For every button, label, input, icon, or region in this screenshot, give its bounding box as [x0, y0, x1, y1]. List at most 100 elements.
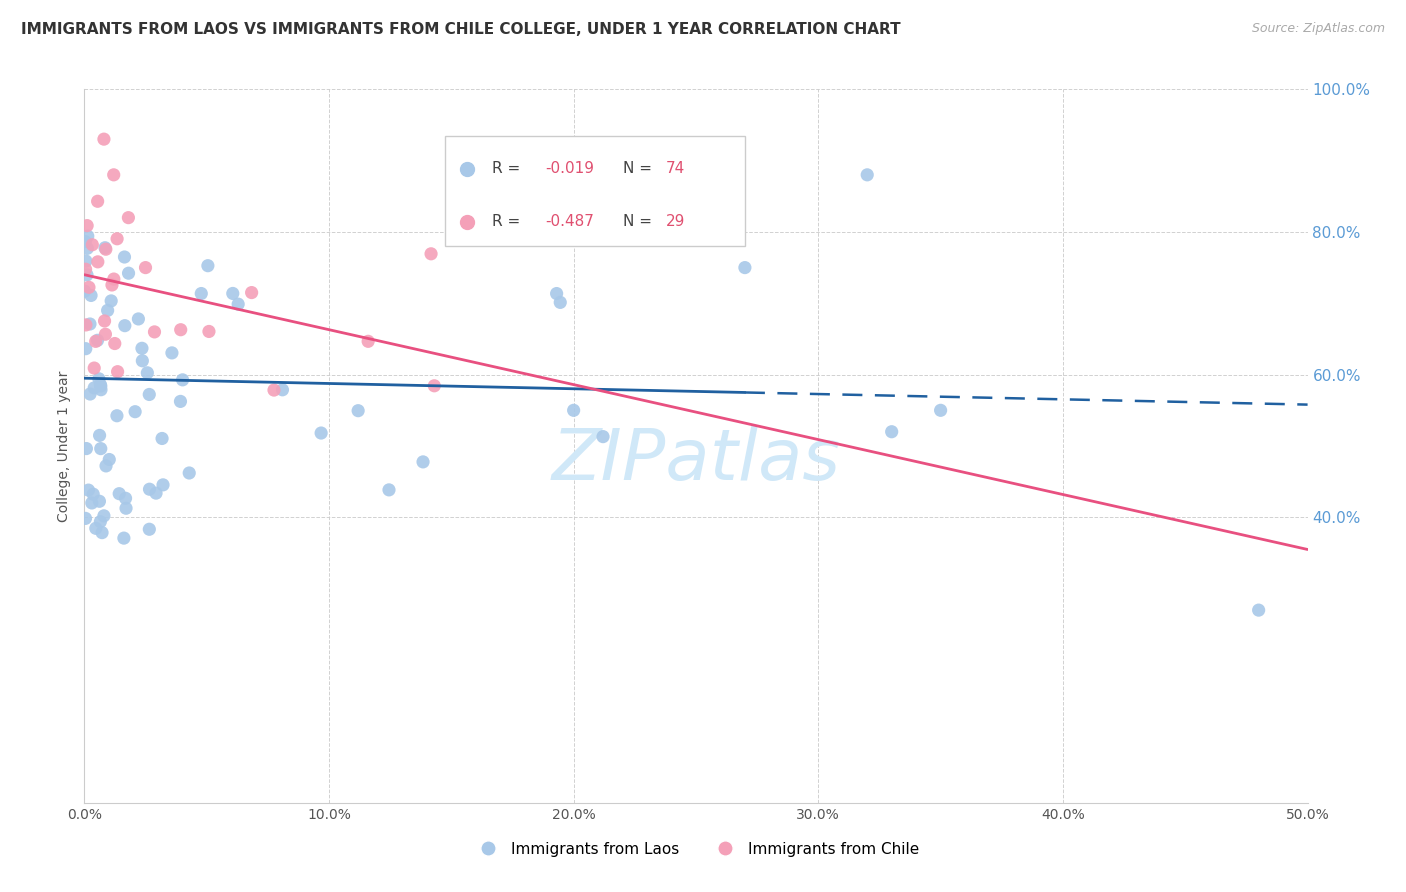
Point [198, 325, 221, 339]
Point [131, 341, 153, 355]
Point [86, 194, 108, 209]
Point [734, 260, 756, 275]
Point [105, 409, 128, 423]
Point [378, 483, 401, 497]
Point [101, 277, 124, 292]
Point [412, 455, 434, 469]
Point [93, 508, 115, 523]
Point [150, 432, 173, 446]
Point [548, 295, 571, 310]
Point [83, 361, 105, 376]
Point [76, 219, 98, 233]
Point [197, 259, 219, 273]
Point [75, 262, 97, 277]
Point [839, 215, 862, 229]
Point [114, 318, 136, 333]
Text: R =: R = [492, 214, 520, 229]
Point [75, 342, 97, 356]
Legend: Immigrants from Laos, Immigrants from Chile: Immigrants from Laos, Immigrants from Ch… [467, 836, 925, 863]
Text: -0.487: -0.487 [546, 214, 595, 229]
Point [117, 266, 139, 280]
Point [91, 525, 114, 540]
Point [82, 237, 104, 252]
Point [271, 383, 294, 397]
Point [90, 442, 112, 456]
Point [112, 531, 135, 545]
Point [190, 286, 212, 301]
Point [76, 229, 98, 244]
Point [94, 241, 117, 255]
Point [89, 494, 111, 508]
Point [86, 333, 108, 347]
Point [89, 428, 111, 442]
Point [222, 286, 245, 301]
Point [89, 377, 111, 392]
Point [94, 242, 117, 256]
Y-axis label: College, Under 1 year: College, Under 1 year [58, 370, 72, 522]
Point [76, 241, 98, 255]
Point [226, 297, 249, 311]
Point [124, 405, 146, 419]
Point [108, 486, 131, 500]
Point [87, 372, 110, 386]
Point [423, 378, 446, 392]
Point [240, 285, 263, 300]
Point [138, 522, 160, 536]
Point [309, 425, 332, 440]
Point [79, 317, 101, 331]
Point [75, 511, 97, 525]
Point [94, 327, 117, 342]
Point [98, 452, 121, 467]
Point [94, 458, 117, 473]
Point [104, 336, 127, 351]
Point [90, 379, 112, 393]
Point [546, 286, 568, 301]
Point [83, 381, 105, 395]
Point [127, 312, 149, 326]
Text: R =: R = [492, 161, 520, 177]
Point [263, 383, 285, 397]
Point [880, 425, 903, 439]
Point [592, 430, 614, 444]
Point [84, 521, 107, 535]
Point [929, 403, 952, 417]
Point [75, 254, 97, 268]
Text: N =: N = [623, 214, 651, 229]
Point [152, 478, 174, 492]
Point [143, 325, 166, 339]
Point [103, 168, 125, 182]
Point [73, 284, 96, 298]
Point [77, 280, 100, 294]
Text: -0.019: -0.019 [546, 161, 595, 177]
Point [100, 293, 122, 308]
Point [76, 268, 98, 282]
Point [562, 403, 585, 417]
Point [89, 515, 111, 529]
Point [170, 323, 193, 337]
Point [172, 373, 194, 387]
Point [138, 482, 160, 496]
Point [75, 235, 97, 249]
Text: IMMIGRANTS FROM LAOS VS IMMIGRANTS FROM CHILE COLLEGE, UNDER 1 YEAR CORRELATION : IMMIGRANTS FROM LAOS VS IMMIGRANTS FROM … [21, 22, 901, 37]
Point [136, 366, 159, 380]
Point [87, 255, 110, 269]
Text: ZIPatlas: ZIPatlas [551, 425, 841, 495]
Point [107, 365, 129, 379]
Point [357, 334, 380, 349]
Point [856, 168, 879, 182]
Point [84, 334, 107, 349]
Point [115, 501, 138, 516]
Point [93, 314, 115, 328]
Text: Source: ZipAtlas.com: Source: ZipAtlas.com [1251, 22, 1385, 36]
Point [75, 318, 97, 332]
Point [103, 272, 125, 286]
Point [114, 250, 136, 264]
Point [160, 346, 183, 360]
FancyBboxPatch shape [446, 136, 745, 246]
Point [77, 483, 100, 497]
Point [90, 383, 112, 397]
Point [1247, 603, 1270, 617]
Point [75, 442, 97, 456]
Text: 74: 74 [665, 161, 685, 177]
Point [105, 232, 128, 246]
